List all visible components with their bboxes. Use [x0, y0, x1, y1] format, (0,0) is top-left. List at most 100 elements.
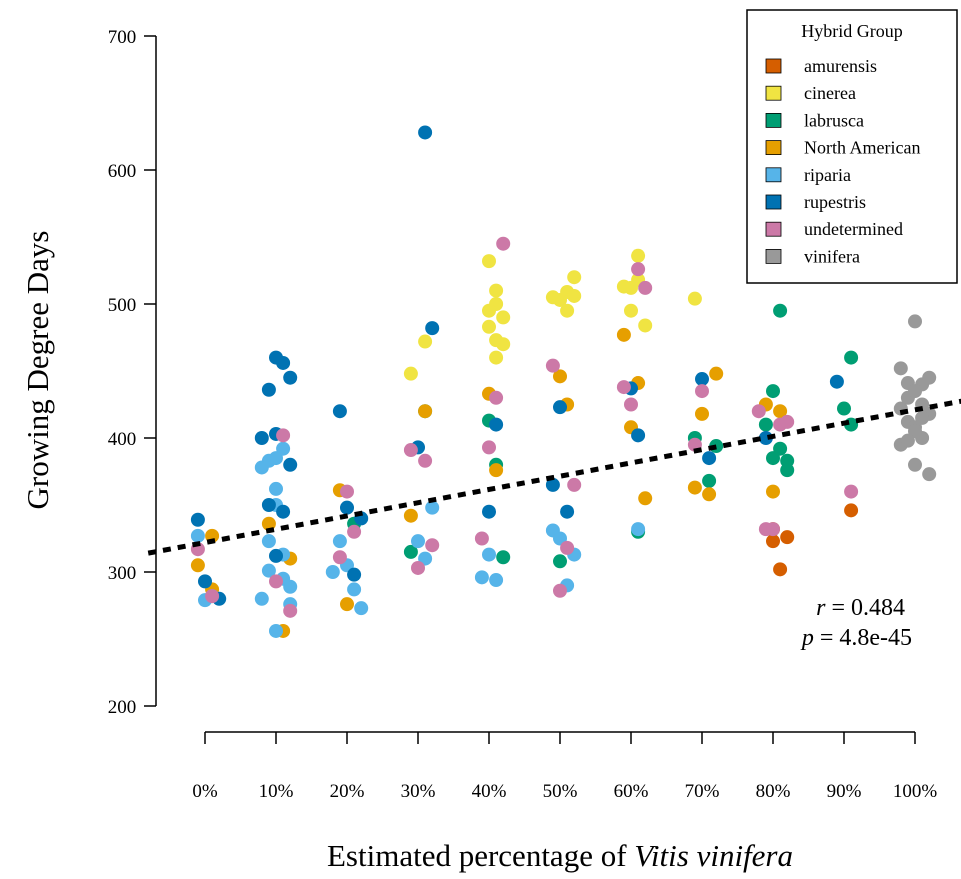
data-point [418, 334, 433, 349]
data-point [638, 318, 653, 333]
data-point [631, 248, 646, 263]
legend-label: North American [804, 138, 920, 158]
data-point [766, 484, 780, 499]
legend-label: vinifera [804, 246, 860, 266]
legend-swatch [765, 194, 782, 210]
series-north-american [190, 327, 788, 638]
data-point [283, 370, 298, 385]
data-point [751, 404, 766, 419]
data-point [198, 574, 212, 589]
data-point [758, 417, 773, 432]
x-tick-label: 20% [330, 781, 365, 802]
data-point [254, 591, 269, 606]
x-tick-label: 70% [685, 781, 720, 802]
data-point [773, 404, 788, 419]
data-point [780, 414, 795, 429]
x-axis-title: Estimated percentage of Vitis vinifera [327, 838, 793, 873]
data-point [205, 589, 220, 604]
trend-line [147, 398, 961, 556]
data-point [269, 623, 283, 638]
data-point [325, 565, 340, 579]
data-point [780, 463, 795, 478]
legend-swatch [765, 85, 782, 101]
data-points [190, 125, 937, 638]
data-point [553, 583, 567, 598]
legend-swatch [765, 167, 782, 183]
data-point [332, 534, 347, 549]
data-point [553, 554, 567, 569]
data-point [766, 534, 780, 549]
data-point [474, 531, 489, 546]
data-point [269, 481, 283, 496]
data-point [261, 534, 276, 549]
x-axis: 0% 10% 20% 30% 40% 50% 60% 70% 80% 90% 100% [192, 731, 937, 802]
data-point [560, 504, 575, 519]
data-point [496, 337, 511, 352]
data-point [482, 547, 496, 562]
y-axis: 200 300 400 500 600 700 [108, 27, 157, 718]
legend-label: labrusca [804, 110, 864, 130]
data-point [616, 327, 631, 342]
y-axis-title: Growing Degree Days [20, 231, 55, 510]
data-point [354, 601, 369, 616]
p-stat-value: = 4.8e-45 [820, 625, 912, 651]
data-point [403, 443, 418, 458]
data-point [489, 390, 504, 405]
legend-title: Hybrid Group [801, 21, 903, 41]
data-point [403, 366, 418, 381]
data-point [695, 372, 709, 387]
data-point [702, 473, 717, 488]
data-point [332, 550, 347, 565]
stats-annotation: r = 0.484 p = 4.8e-45 [800, 595, 912, 651]
data-point [276, 441, 291, 456]
legend-label: rupestris [804, 192, 866, 212]
x-tick-label: 50% [543, 781, 578, 802]
data-point [261, 516, 276, 531]
data-point [489, 463, 504, 478]
data-point [283, 457, 298, 472]
data-point [489, 417, 504, 432]
legend-box [746, 9, 958, 284]
data-point [261, 563, 276, 578]
x-tick-label: 30% [401, 781, 436, 802]
data-point [631, 262, 646, 277]
legend-swatch [765, 248, 782, 264]
data-point [758, 431, 773, 445]
data-point [482, 303, 496, 318]
data-point [347, 567, 362, 582]
data-point [553, 400, 567, 415]
data-point [283, 603, 298, 618]
data-point [496, 550, 511, 565]
data-point [340, 597, 354, 612]
data-point [425, 538, 440, 553]
data-point [474, 570, 489, 585]
data-point [425, 321, 440, 336]
data-point [482, 504, 496, 519]
data-point [496, 236, 511, 251]
r-stat-value: = 0.484 [831, 595, 905, 621]
data-point [687, 480, 702, 495]
data-point [702, 451, 717, 466]
data-point [340, 500, 354, 515]
data-point [489, 573, 504, 588]
x-tick-label: 60% [614, 781, 649, 802]
x-tick-label: 0% [192, 781, 218, 802]
data-point [908, 314, 922, 329]
data-point [631, 522, 646, 537]
data-point [553, 292, 567, 307]
data-point [922, 467, 937, 482]
data-point [190, 528, 205, 543]
y-tick-label: 600 [108, 161, 137, 182]
data-point [766, 384, 780, 399]
data-point [254, 431, 269, 445]
data-point [332, 404, 347, 419]
data-point [418, 453, 433, 468]
data-point [190, 558, 205, 573]
data-point [418, 404, 433, 419]
y-tick-label: 700 [108, 27, 137, 48]
data-point [695, 406, 709, 421]
data-point [269, 548, 283, 563]
x-tick-label: 40% [472, 781, 507, 802]
data-point [844, 350, 859, 365]
legend-swatch [765, 113, 782, 128]
